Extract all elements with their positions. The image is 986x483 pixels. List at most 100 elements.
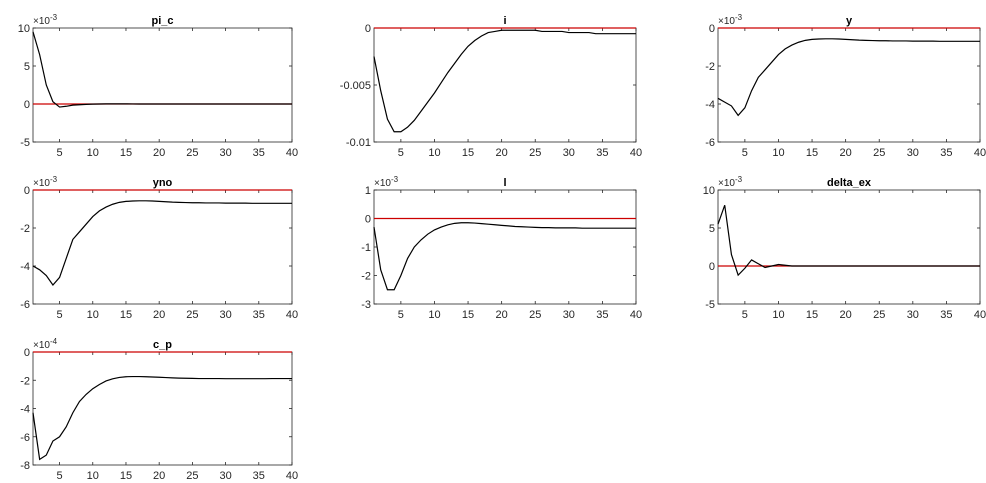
y-tick-label: 5	[709, 223, 715, 235]
y-tick-label: -2	[20, 375, 30, 387]
x-tick-label: 20	[496, 147, 508, 159]
exponent-power: -4	[50, 337, 58, 346]
y-tick-label: -6	[705, 137, 715, 149]
x-tick-label: 5	[57, 309, 63, 321]
exponent-power: -3	[50, 13, 58, 22]
y-tick-label: 0	[365, 23, 371, 35]
x-tick-label: 25	[186, 470, 198, 482]
x-tick-label: 20	[840, 309, 852, 321]
y-tick-label: 0	[24, 185, 30, 197]
x-tick-label: 30	[563, 147, 575, 159]
x-tick-label: 15	[120, 147, 132, 159]
y-tick-label: -2	[20, 223, 30, 235]
y-tick-label: -3	[361, 299, 371, 311]
panel-c-p: c_p ×10-4 5 10 15 20 25 30 35 40-8-6-4-20	[20, 337, 298, 482]
x-tick-label: 5	[398, 147, 404, 159]
panel-delta-ex: delta_ex ×10-3 5 10 15 20 25 30 35 40 -5 0 5 10	[703, 175, 986, 321]
exponent-power: -3	[735, 13, 743, 22]
x-tick-label: 40	[974, 309, 986, 321]
panel-pi-c: pi_c ×10-3 5 10 15 20 25 30 35 40 -5 0 5 10	[18, 13, 298, 159]
exponent-base: ×10	[33, 178, 50, 189]
panel-yno: yno ×10-3 5 10 15 20 25 30 35 40 -6 -4 -2 0	[20, 175, 298, 321]
exponent-base: ×10	[718, 16, 735, 27]
x-tick-label: 25	[873, 147, 885, 159]
exponent-base: ×10	[718, 178, 735, 189]
exponent-power: -3	[735, 175, 743, 184]
x-tick-label: 35	[253, 147, 265, 159]
plot-area	[32, 189, 293, 305]
x-tick-label: 30	[563, 309, 575, 321]
x-tick-label: 40	[630, 147, 642, 159]
x-tick-label: 30	[907, 147, 919, 159]
panel-title: y	[846, 15, 853, 27]
x-tick-label: 35	[940, 309, 952, 321]
x-tick-label: 15	[462, 309, 474, 321]
exponent-power: -3	[50, 175, 58, 184]
x-tick-label: 25	[186, 147, 198, 159]
plot-area	[717, 189, 981, 305]
panel-title: pi_c	[151, 15, 173, 27]
y-tick-label: 0	[709, 23, 715, 35]
panel-title: i	[503, 15, 506, 27]
x-tick-label: 40	[286, 309, 298, 321]
x-tick-label: 15	[806, 147, 818, 159]
x-tick-label: 10	[87, 470, 99, 482]
x-tick-label: 40	[286, 147, 298, 159]
plot-area	[32, 351, 293, 466]
plot-area	[373, 27, 637, 143]
x-tick-label: 35	[596, 147, 608, 159]
axis-exponent: ×10-4	[33, 337, 58, 351]
y-tick-label: -6	[20, 432, 30, 444]
panel-title: yno	[153, 177, 173, 189]
x-tick-label: 40	[286, 470, 298, 482]
panel-title: l	[503, 177, 506, 189]
y-tick-label: -2	[361, 271, 371, 283]
x-tick-label: 25	[529, 309, 541, 321]
x-tick-label: 40	[630, 309, 642, 321]
y-tick-label: -5	[20, 137, 30, 149]
x-tick-label: 5	[57, 470, 63, 482]
x-tick-label: 30	[219, 147, 231, 159]
y-tick-label: -8	[20, 460, 30, 472]
x-tick-label: 5	[57, 147, 63, 159]
x-tick-label: 20	[496, 309, 508, 321]
x-tick-label: 35	[253, 309, 265, 321]
x-tick-label: 20	[840, 147, 852, 159]
axis-exponent: ×10-3	[718, 175, 743, 189]
x-tick-label: 25	[186, 309, 198, 321]
y-tick-label: -4	[20, 404, 30, 416]
x-tick-label: 25	[873, 309, 885, 321]
x-tick-label: 15	[462, 147, 474, 159]
panel-i: i 5 10 15 20 25 30 35 40 -0.01 -0.005 0	[340, 15, 642, 159]
x-tick-label: 10	[772, 147, 784, 159]
x-tick-label: 35	[253, 470, 265, 482]
x-tick-label: 15	[120, 470, 132, 482]
y-tick-label: 10	[18, 23, 30, 35]
x-tick-label: 20	[153, 470, 165, 482]
response-line	[373, 222, 636, 291]
x-tick-label: 15	[806, 309, 818, 321]
panel-l: l ×10-3 5 10 15 20 25 30 35 40-3-2-101	[361, 175, 642, 321]
x-tick-label: 10	[87, 147, 99, 159]
y-tick-label: -4	[705, 99, 715, 111]
response-line	[717, 204, 980, 277]
y-tick-label: -1	[361, 242, 371, 254]
x-tick-label: 10	[428, 147, 440, 159]
x-tick-label: 40	[974, 147, 986, 159]
y-tick-label: -5	[705, 299, 715, 311]
axis-exponent: ×10-3	[33, 13, 58, 27]
exponent-base: ×10	[33, 340, 50, 351]
y-tick-label: -0.01	[346, 137, 371, 149]
response-line	[32, 375, 292, 461]
plot-area	[373, 189, 637, 305]
exponent-power: -3	[391, 175, 399, 184]
x-tick-label: 10	[87, 309, 99, 321]
x-tick-label: 15	[120, 309, 132, 321]
axis-exponent: ×10-3	[33, 175, 58, 189]
response-line	[717, 38, 980, 117]
axis-exponent: ×10-3	[374, 175, 399, 189]
y-tick-label: 0	[24, 99, 30, 111]
y-tick-label: 1	[365, 185, 371, 197]
response-line	[373, 29, 636, 133]
